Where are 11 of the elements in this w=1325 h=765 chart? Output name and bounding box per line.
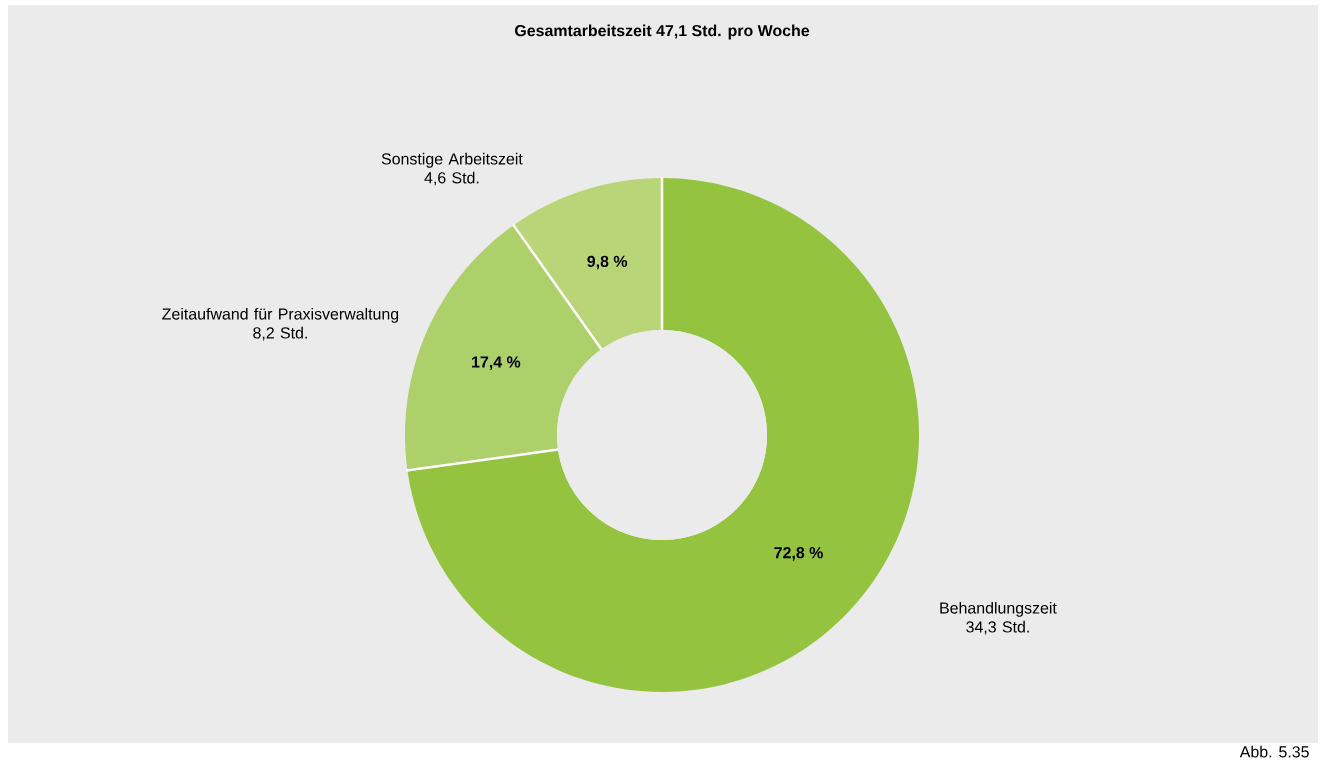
text: 34,3 Std. bbox=[966, 620, 1029, 635]
data-label: 9,8 % bbox=[587, 255, 628, 270]
slice-label: Behandlungszeit bbox=[940, 601, 1057, 617]
text: 4,6 Std. bbox=[424, 171, 479, 186]
caption: Abb. 5.35 bbox=[1239, 745, 1309, 758]
chart-title: Gesamtarbeitszeit 47,1 Std. pro Woche bbox=[515, 24, 810, 40]
data-label: 17,4 % bbox=[472, 356, 521, 370]
slice-label: Zeitaufwand für Praxisverwaltung bbox=[162, 307, 399, 323]
slice-label: Sonstige Arbeitszeit bbox=[381, 152, 523, 168]
data-label: 72,8 % bbox=[774, 547, 823, 561]
text: 8,2 Std. bbox=[253, 326, 307, 341]
